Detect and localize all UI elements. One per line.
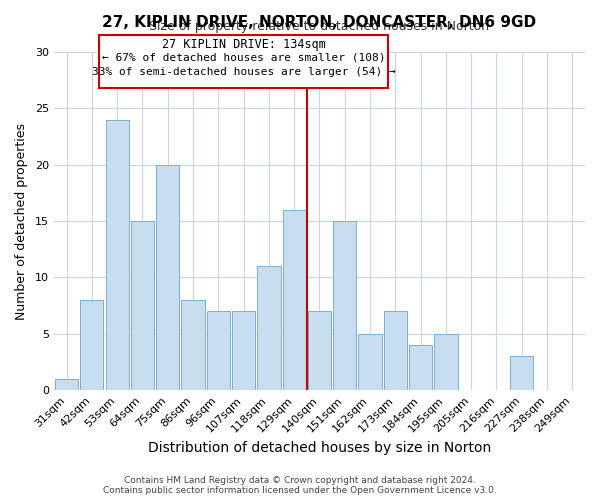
Bar [510,356,533,390]
Text: 27 KIPLIN DRIVE: 134sqm: 27 KIPLIN DRIVE: 134sqm [161,38,326,51]
Bar [156,164,179,390]
Bar [55,379,78,390]
Bar [131,221,154,390]
Bar [358,334,382,390]
Bar [308,312,331,390]
Bar [106,120,129,390]
Bar [383,312,407,390]
Bar [80,300,103,390]
Bar [409,345,432,390]
X-axis label: Distribution of detached houses by size in Norton: Distribution of detached houses by size … [148,441,491,455]
Bar [283,210,306,390]
FancyBboxPatch shape [100,35,388,88]
Text: Contains HM Land Registry data © Crown copyright and database right 2024.
Contai: Contains HM Land Registry data © Crown c… [103,476,497,495]
Bar [181,300,205,390]
Text: 33% of semi-detached houses are larger (54) →: 33% of semi-detached houses are larger (… [92,68,395,78]
Bar [206,312,230,390]
Y-axis label: Number of detached properties: Number of detached properties [15,122,28,320]
Bar [333,221,356,390]
Text: ← 67% of detached houses are smaller (108): ← 67% of detached houses are smaller (10… [102,52,385,62]
Bar [257,266,281,390]
Text: Size of property relative to detached houses in Norton: Size of property relative to detached ho… [149,20,490,34]
Bar [232,312,255,390]
Bar [434,334,458,390]
Title: 27, KIPLIN DRIVE, NORTON, DONCASTER, DN6 9GD: 27, KIPLIN DRIVE, NORTON, DONCASTER, DN6… [103,15,536,30]
